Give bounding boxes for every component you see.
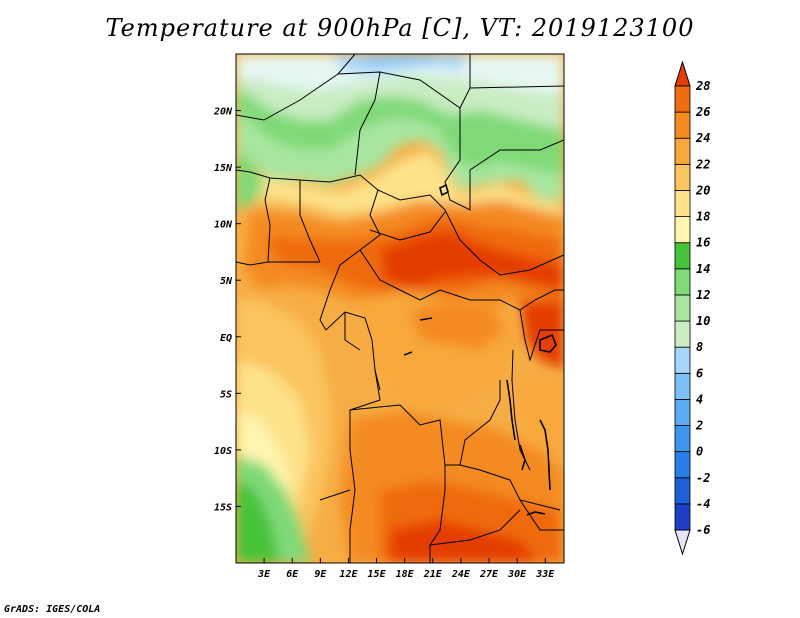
lon-tick-label: 30E — [507, 569, 527, 580]
lat-tick-label: 5N — [220, 276, 233, 287]
lat-tick-label: 10S — [214, 446, 232, 457]
colorbar-segment — [674, 163, 691, 191]
footer-credit: GrADS: IGES/COLA — [4, 604, 101, 615]
lon-tick-label: 9E — [314, 569, 327, 580]
colorbar-label: 14 — [696, 262, 710, 276]
lon-tick-label: 12E — [339, 569, 358, 580]
colorbar-segment — [674, 372, 691, 400]
colorbar-label: 6 — [696, 366, 703, 380]
colorbar-segment — [674, 503, 691, 531]
temperature-field — [236, 54, 564, 563]
colorbar-label: -4 — [696, 497, 710, 511]
lat-tick-label: 5S — [220, 389, 232, 400]
colorbar-label: 2 — [695, 419, 703, 433]
colorbar-label: 24 — [695, 131, 710, 145]
colorbar-label: 4 — [696, 392, 703, 406]
colorbar-segment — [674, 294, 691, 322]
latitude-labels: 20N 15N 10N 5N EQ 5S 10S 15S — [213, 107, 233, 514]
colorbar-label: 10 — [696, 314, 710, 328]
colorbar-segment — [674, 190, 691, 217]
lon-tick-label: 3E — [257, 569, 271, 580]
lat-tick-label: 15N — [214, 163, 233, 174]
colorbar-segment — [674, 399, 691, 426]
longitude-labels: 3E 6E 9E 12E 15E 18E 21E 24E 27E 30E 33E — [257, 569, 555, 580]
colorbar-segment — [674, 451, 691, 479]
lon-tick-label: 33E — [535, 569, 555, 580]
colorbar-label: 12 — [696, 288, 710, 302]
lon-tick-label: 27E — [479, 569, 499, 580]
colorbar-segment — [674, 111, 691, 139]
lon-tick-label: 21E — [423, 569, 443, 580]
lat-tick-label: 10N — [214, 220, 233, 231]
colorbar-label: 18 — [696, 210, 710, 224]
colorbar-segment — [674, 268, 691, 296]
country-borders — [236, 54, 564, 563]
colorbar-label: 26 — [695, 105, 710, 119]
colorbar-segment — [674, 425, 691, 453]
colorbar-label: 0 — [696, 445, 703, 459]
colorbar-segment — [674, 320, 691, 348]
lat-tick-label: 20N — [213, 107, 233, 118]
colorbar-label: -2 — [696, 471, 710, 485]
colorbar-under-arrow — [674, 529, 691, 556]
lon-tick-label: 24E — [451, 569, 471, 580]
lat-tick-label: 15S — [214, 502, 232, 513]
colorbar-label: 16 — [696, 236, 710, 250]
colorbar-over-arrow — [674, 60, 691, 87]
colorbar-label: -6 — [696, 523, 710, 537]
lon-tick-label: 18E — [396, 569, 415, 580]
map-title: Temperature at 900hPa [C], VT: 201912310… — [105, 14, 695, 42]
colorbar-label: 28 — [695, 79, 710, 93]
axis-ticks — [236, 110, 546, 563]
lon-tick-label: 6E — [286, 569, 299, 580]
colorbar-segment — [674, 477, 691, 505]
colorbar-segment — [674, 242, 691, 270]
colorbar-label: 22 — [695, 157, 710, 171]
colorbar-segment — [674, 346, 691, 374]
colorbar-label: 20 — [695, 183, 710, 197]
colorbar-segment — [674, 137, 691, 165]
colorbar-label: 8 — [696, 340, 703, 354]
colorbar-segment — [674, 85, 691, 113]
colorbar-segment — [674, 216, 691, 244]
lon-tick-label: 15E — [368, 569, 387, 580]
map-frame — [235, 53, 565, 564]
lat-tick-label: EQ — [220, 333, 232, 344]
lake-outlines — [403, 183, 557, 516]
